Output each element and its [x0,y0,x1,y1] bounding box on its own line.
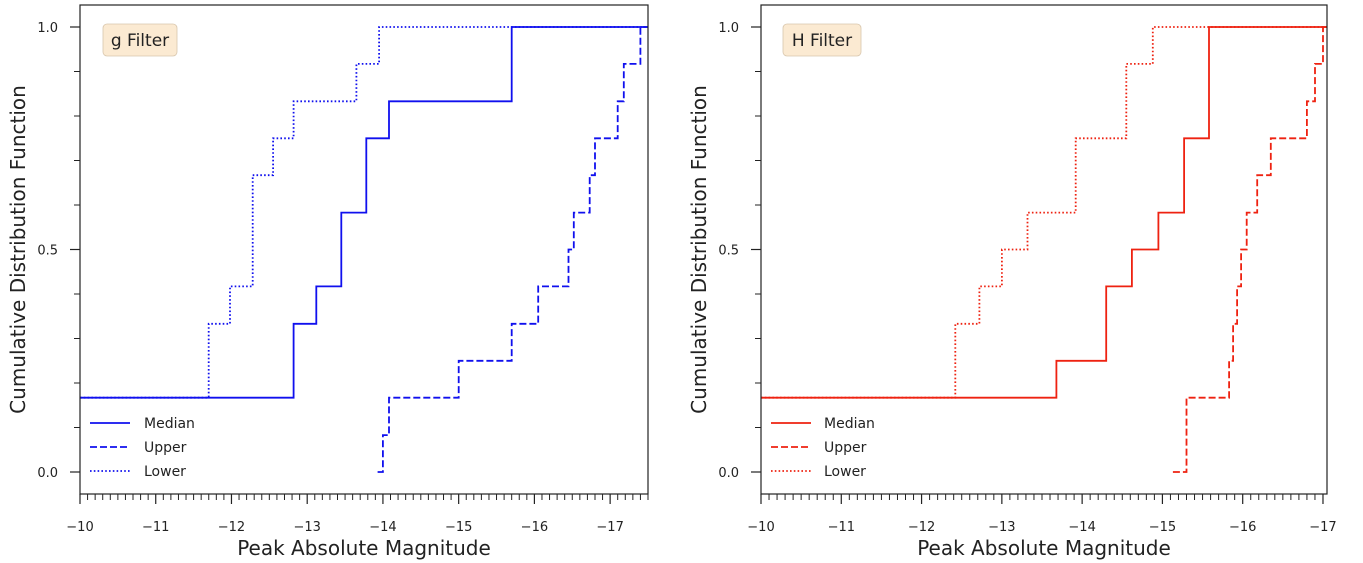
filter-annotation-label: H Filter [792,31,852,51]
x-tick: −12 [908,494,935,535]
legend-label: Upper [824,440,867,456]
legend: Median Upper Lower [771,416,875,480]
filter-annotation: H Filter [782,23,862,57]
x-tick: −17 [596,494,624,535]
x-axis-title: Peak Absolute Magnitude [917,536,1171,560]
series-line-upper [377,26,648,473]
x-tick: −10 [747,494,775,535]
x-tick-label: −10 [747,520,774,535]
x-axis: −10 −11 −12 −13 −14 −15 −16 −17 [747,494,1337,535]
series-line-upper [1172,26,1327,473]
x-tick: −13 [293,494,321,535]
series-line-lower [761,26,1327,399]
x-tick: −16 [1229,494,1256,535]
y-axis-title: Cumulative Distribution Function [687,85,711,414]
x-tick-label: −17 [596,520,623,535]
series-line-median [80,26,648,399]
x-tick-label: −10 [66,520,93,535]
x-tick-label: −12 [218,520,245,535]
chart-g-filter: −10 −11 −12 −13 −14 −15 −16 −17 0.0 0.5 … [6,4,649,560]
legend-item: Upper [90,440,187,456]
legend-item: Lower [771,464,866,480]
x-tick: −12 [218,494,245,535]
filter-annotation-label: g Filter [111,31,169,51]
x-tick-label: −11 [142,520,169,535]
x-tick-label: −12 [908,520,935,535]
x-tick-label: −17 [1309,520,1336,535]
x-tick-label: −16 [521,520,548,535]
x-tick-label: −16 [1229,520,1256,535]
chart-h-filter: −10 −11 −12 −13 −14 −15 −16 −17 0.0 0.5 … [687,4,1337,560]
legend-item: Upper [771,440,867,456]
y-tick-label: 0.0 [37,466,58,481]
x-tick-label: −14 [1068,520,1095,535]
x-tick: −13 [988,494,1016,535]
x-tick-label: −15 [1149,520,1176,535]
filter-annotation-box [102,23,178,57]
x-tick: −10 [66,494,94,535]
x-axis-title: Peak Absolute Magnitude [237,536,491,560]
y-tick: 0.0 [37,466,80,481]
x-axis: −10 −11 −12 −13 −14 −15 −16 −17 [66,494,624,535]
y-axis: 0.0 0.5 1.0 [718,21,761,481]
series-line-median [761,26,1327,399]
series-layer [761,26,1327,473]
x-tick: −16 [521,494,548,535]
y-tick-label: 1.0 [718,21,739,36]
y-tick: 0.5 [718,244,761,259]
legend-label: Upper [144,440,187,456]
y-tick-label: 0.0 [718,466,739,481]
y-tick-label: 0.5 [718,244,739,259]
legend-label: Lower [144,464,186,480]
y-axis: 0.0 0.5 1.0 [37,21,80,481]
x-minor-ticks [74,71,649,500]
x-tick: −15 [1149,494,1176,535]
y-tick-label: 0.5 [37,244,58,259]
y-axis-title: Cumulative Distribution Function [6,85,30,414]
y-tick: 1.0 [37,21,80,36]
x-tick: −14 [1068,494,1096,535]
x-tick-label: −13 [988,520,1015,535]
x-tick: −14 [369,494,397,535]
legend: Median Upper Lower [90,416,195,480]
x-tick-label: −15 [445,520,472,535]
x-tick-label: −11 [828,520,855,535]
x-tick-label: −13 [293,520,320,535]
legend-item: Median [771,416,875,432]
legend-label: Median [144,416,195,432]
y-tick: 0.5 [37,244,80,259]
x-tick: −11 [142,494,169,535]
x-minor-ticks [755,71,1316,500]
x-tick: −11 [828,494,855,535]
legend-item: Median [90,416,195,432]
series-line-lower [80,26,648,399]
legend-label: Median [824,416,875,432]
x-tick: −15 [445,494,472,535]
filter-annotation: g Filter [102,23,178,57]
filter-annotation-box [782,23,862,57]
y-tick-label: 1.0 [37,21,58,36]
y-tick: 1.0 [718,21,761,36]
legend-label: Lower [824,464,866,480]
x-tick: −17 [1309,494,1337,535]
legend-item: Lower [90,464,186,480]
y-tick: 0.0 [718,466,761,481]
series-layer [80,26,648,473]
x-tick-label: −14 [369,520,396,535]
